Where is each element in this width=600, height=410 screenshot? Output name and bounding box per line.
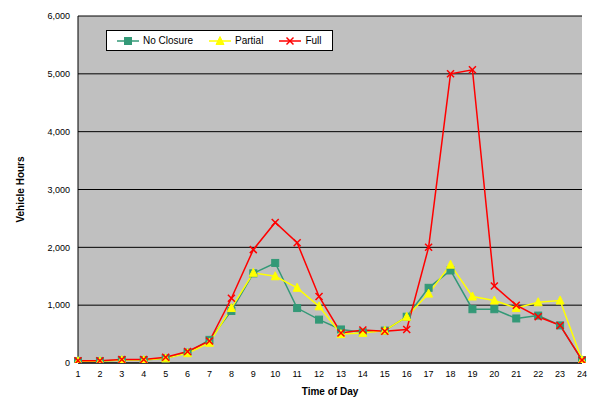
svg-text:2,000: 2,000 <box>47 243 70 253</box>
svg-text:20: 20 <box>489 369 499 379</box>
svg-text:15: 15 <box>380 369 390 379</box>
html-text:No Closure: No Closure <box>143 35 193 46</box>
svg-text:18: 18 <box>446 369 456 379</box>
svg-text:6: 6 <box>185 369 190 379</box>
svg-text:17: 17 <box>424 369 434 379</box>
svg-text:1: 1 <box>75 369 80 379</box>
svg-text:8: 8 <box>229 369 234 379</box>
svg-text:7: 7 <box>207 369 212 379</box>
svg-text:13: 13 <box>336 369 346 379</box>
svg-text:19: 19 <box>467 369 477 379</box>
svg-text:22: 22 <box>533 369 543 379</box>
svg-text:2: 2 <box>97 369 102 379</box>
svg-text:Vehicle Hours: Vehicle Hours <box>15 156 26 223</box>
svg-text:11: 11 <box>292 369 301 379</box>
svg-text:3,000: 3,000 <box>47 185 70 195</box>
svg-text:3: 3 <box>119 369 124 379</box>
svg-text:6,000: 6,000 <box>47 11 70 21</box>
html-text:Full: Full <box>305 35 322 46</box>
svg-text:24: 24 <box>577 369 587 379</box>
svg-text:10: 10 <box>270 369 280 379</box>
svg-text:14: 14 <box>358 369 368 379</box>
svg-text:9: 9 <box>251 369 256 379</box>
svg-text:4,000: 4,000 <box>47 127 70 137</box>
svg-text:12: 12 <box>314 369 324 379</box>
svg-text:0: 0 <box>65 358 70 368</box>
svg-text:5,000: 5,000 <box>47 69 70 79</box>
svg-text:16: 16 <box>402 369 412 379</box>
html-text:Partial: Partial <box>235 35 264 46</box>
svg-text:1,000: 1,000 <box>47 300 70 310</box>
svg-text:4: 4 <box>141 369 146 379</box>
svg-text:Time of Day: Time of Day <box>302 386 359 397</box>
svg-text:5: 5 <box>163 369 168 379</box>
svg-text:23: 23 <box>555 369 565 379</box>
svg-text:21: 21 <box>511 369 521 379</box>
